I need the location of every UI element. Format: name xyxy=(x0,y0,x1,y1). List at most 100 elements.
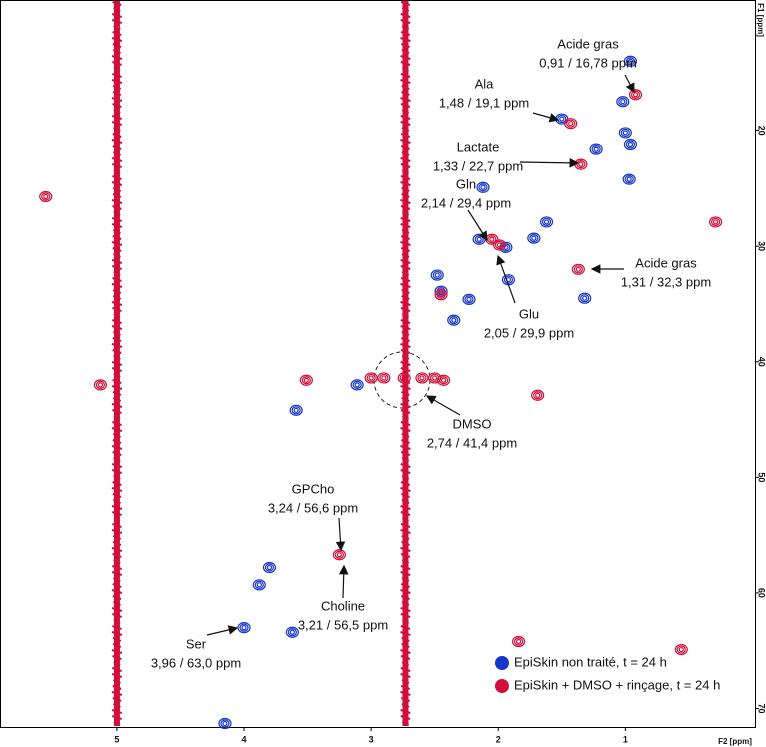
contour xyxy=(710,217,721,227)
peak xyxy=(350,379,364,391)
contour xyxy=(480,184,486,190)
peak xyxy=(564,118,578,130)
y-tick-label: 50 xyxy=(757,472,766,482)
contour xyxy=(379,373,389,383)
annotation-arrow xyxy=(624,74,635,94)
peak xyxy=(628,89,643,101)
contour xyxy=(622,173,636,185)
peak xyxy=(462,293,476,305)
contour xyxy=(285,626,299,638)
contour xyxy=(559,116,565,122)
contour xyxy=(39,190,53,203)
contour xyxy=(256,582,262,588)
peak xyxy=(430,269,444,281)
contour xyxy=(627,141,634,148)
contour xyxy=(381,375,387,381)
contour xyxy=(624,175,634,184)
peak xyxy=(589,143,603,155)
contour xyxy=(301,376,311,385)
y-tick-label: 70 xyxy=(757,703,766,713)
annotation-shift: 3,21 / 56,5 ppm xyxy=(298,617,388,632)
contour xyxy=(401,375,407,381)
annotation-name: Ala xyxy=(475,76,495,91)
contour xyxy=(626,176,632,182)
contour xyxy=(476,236,482,242)
peak xyxy=(578,292,592,304)
annotation-arrow xyxy=(206,625,239,636)
peak xyxy=(531,389,545,401)
contour xyxy=(487,235,497,244)
contour xyxy=(622,130,628,136)
contour xyxy=(397,372,411,384)
annotation-name: Gln xyxy=(456,176,476,191)
peak xyxy=(39,190,53,203)
legend-marker xyxy=(495,656,509,670)
contour xyxy=(266,564,273,571)
x-axis-label: F2 [ppm] xyxy=(718,737,752,746)
contour xyxy=(438,292,444,298)
contour xyxy=(434,272,440,278)
annotation-shift: 0,91 / 16,78 ppm xyxy=(539,55,637,70)
contour xyxy=(578,161,584,167)
contour xyxy=(220,719,230,728)
contour xyxy=(578,292,592,304)
contour xyxy=(222,720,228,727)
contour xyxy=(440,377,447,383)
contour xyxy=(449,316,459,325)
contour xyxy=(293,407,299,413)
peak xyxy=(397,372,411,384)
contour xyxy=(627,58,634,64)
contour xyxy=(303,377,309,383)
contour xyxy=(239,623,249,632)
contour xyxy=(620,128,630,138)
contour xyxy=(568,121,574,127)
peak xyxy=(237,622,251,634)
contour xyxy=(539,216,554,228)
contour xyxy=(535,392,541,398)
peak xyxy=(616,96,630,108)
contour xyxy=(415,372,429,384)
contour xyxy=(218,717,232,730)
contour xyxy=(287,628,297,637)
x-tick-label: 5 xyxy=(114,734,119,744)
contour xyxy=(241,625,247,631)
contour xyxy=(464,295,474,304)
contour xyxy=(591,144,601,154)
contour xyxy=(712,219,719,225)
x-tick-label: 2 xyxy=(496,734,501,744)
y-tick-label: 40 xyxy=(757,357,766,367)
legend-marker xyxy=(495,679,509,693)
annotation-name: Glu xyxy=(519,306,539,321)
contour xyxy=(447,314,461,326)
contour xyxy=(589,143,603,155)
annotation-shift: 3,96 / 63,0 ppm xyxy=(151,655,241,670)
contour xyxy=(674,643,688,656)
annotation-shift: 2,14 / 29,4 ppm xyxy=(421,195,511,210)
contour xyxy=(616,96,630,108)
x-tick-label: 3 xyxy=(369,734,374,744)
contour xyxy=(618,127,632,139)
contour xyxy=(428,372,442,384)
contour xyxy=(430,269,444,281)
peak xyxy=(527,232,541,244)
contour xyxy=(708,216,723,228)
y-axis-label: F1 [ppm] xyxy=(756,3,765,37)
contour xyxy=(573,265,583,274)
annotation-shift: 1,33 / 22,7 ppm xyxy=(433,158,523,173)
contour xyxy=(336,552,342,558)
contour xyxy=(620,99,626,105)
contour xyxy=(628,89,643,101)
annotation-name: Lactate xyxy=(457,139,500,154)
annotation-shift: 1,31 / 32,3 ppm xyxy=(621,274,711,289)
annotation-name: GPCho xyxy=(292,481,335,496)
annotation-name: Ser xyxy=(186,636,207,651)
peak xyxy=(476,181,490,193)
contour xyxy=(434,289,448,301)
contour xyxy=(430,373,440,383)
contour xyxy=(291,406,301,415)
contour xyxy=(451,317,457,323)
peak xyxy=(623,55,638,67)
peak xyxy=(262,561,277,574)
contour xyxy=(43,193,49,200)
